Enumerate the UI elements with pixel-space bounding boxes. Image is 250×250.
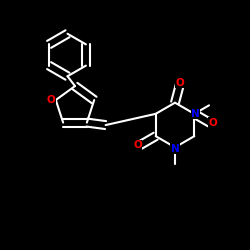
Text: O: O xyxy=(133,140,142,150)
Text: O: O xyxy=(175,78,184,88)
Text: O: O xyxy=(208,118,217,128)
Text: O: O xyxy=(46,95,55,105)
Text: N: N xyxy=(170,144,179,154)
Text: N: N xyxy=(191,109,200,119)
